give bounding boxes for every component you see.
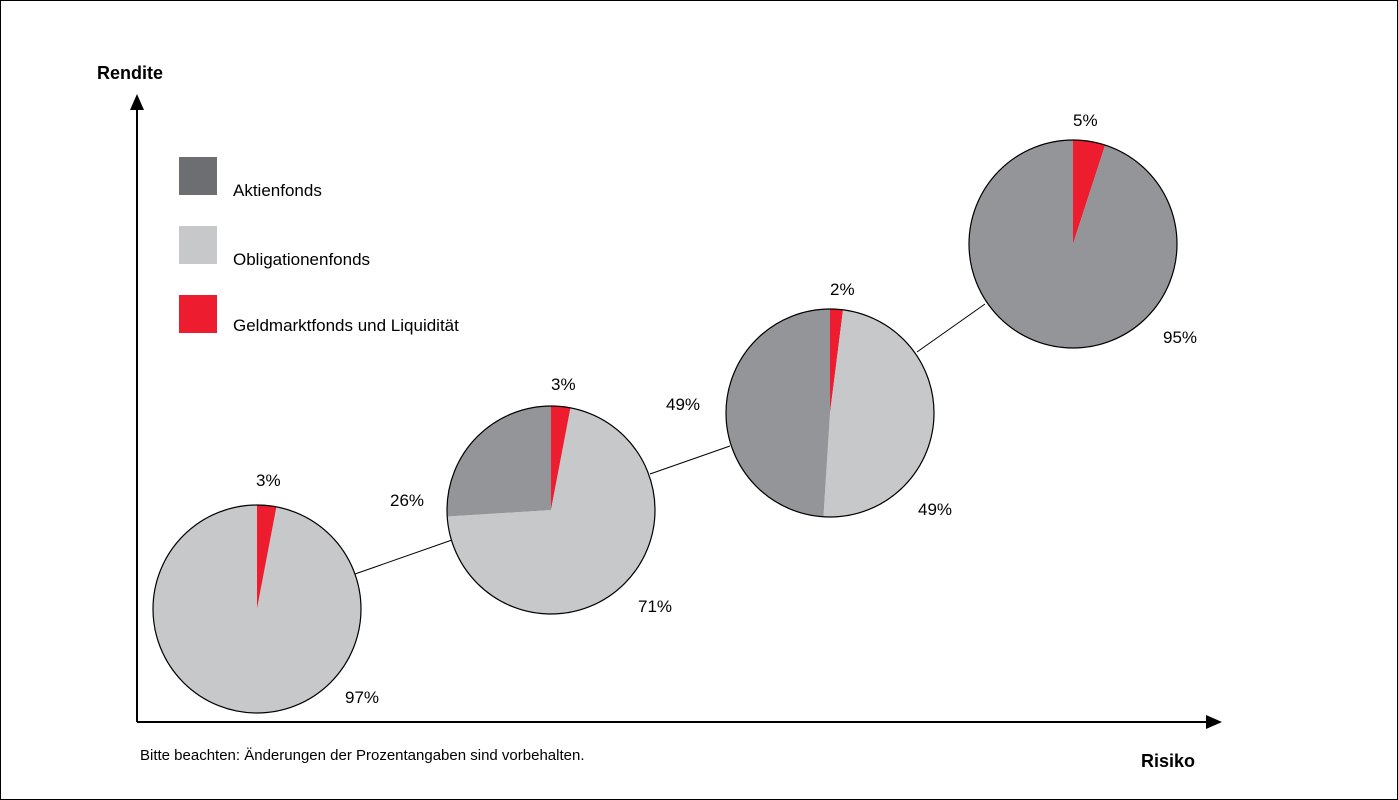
x-axis-title: Risiko xyxy=(1141,751,1195,771)
pie-3-slice-obligationenfonds xyxy=(823,309,934,517)
pie-3-outline xyxy=(725,308,935,518)
pie-3-slice-geldmarktfonds xyxy=(830,309,844,413)
pie-1-outline xyxy=(152,504,362,714)
pie-3-slice-aktienfonds xyxy=(726,309,830,517)
legend-swatch-geldmarktfonds xyxy=(179,295,217,333)
legend-label-obligationenfonds: Obligationenfonds xyxy=(233,250,370,269)
pie-chart-1 xyxy=(152,504,362,714)
pie-chart-3 xyxy=(725,308,935,518)
pie-3-geldmarkt-label: 2% xyxy=(830,280,855,299)
legend-label-geldmarktfonds: Geldmarktfonds und Liquidität xyxy=(233,316,459,335)
pie-1-slice-obligationenfonds xyxy=(153,505,362,714)
pie-2-aktien-label: 26% xyxy=(390,491,424,510)
connector-line xyxy=(916,303,986,353)
y-axis-arrow xyxy=(130,94,144,110)
pie-2-outline xyxy=(446,405,656,615)
connector-line xyxy=(354,539,453,575)
pie-2-slice-aktienfonds xyxy=(447,406,551,517)
legend-swatch-obligationenfonds xyxy=(179,226,217,264)
pie-4-slice-aktienfonds xyxy=(969,140,1178,348)
pie-2-slice-geldmarktfonds xyxy=(551,406,571,510)
pie-chart-4 xyxy=(968,139,1178,349)
pie-1-obligationen-label: 97% xyxy=(345,688,379,707)
pie-4-slice-geldmarktfonds xyxy=(1073,140,1106,244)
pie-1-slice-geldmarktfonds xyxy=(257,505,277,609)
pie-2-slice-obligationenfonds xyxy=(447,407,656,614)
pie-1-geldmarkt-label: 3% xyxy=(256,471,281,490)
pie-chart-2 xyxy=(446,405,656,615)
footnote: Bitte beachten: Änderungen der Prozentan… xyxy=(140,747,585,764)
pie-3-aktien-label: 49% xyxy=(666,395,700,414)
pie-2-geldmarkt-label: 3% xyxy=(551,375,576,394)
x-axis-arrow xyxy=(1206,715,1222,729)
pie-3-obligationen-label: 49% xyxy=(918,500,952,519)
legend-swatch-aktienfonds xyxy=(179,157,217,195)
legend: Aktienfonds Obligationenfonds Geldmarktf… xyxy=(179,157,459,335)
y-axis-title: Rendite xyxy=(97,63,163,83)
pie-4-geldmarkt-label: 5% xyxy=(1073,111,1098,130)
legend-label-aktienfonds: Aktienfonds xyxy=(233,181,322,200)
pie-4-aktien-label: 95% xyxy=(1163,328,1197,347)
pie-2-obligationen-label: 71% xyxy=(638,597,672,616)
connector-line xyxy=(649,445,731,475)
pie-4-outline xyxy=(968,139,1178,349)
